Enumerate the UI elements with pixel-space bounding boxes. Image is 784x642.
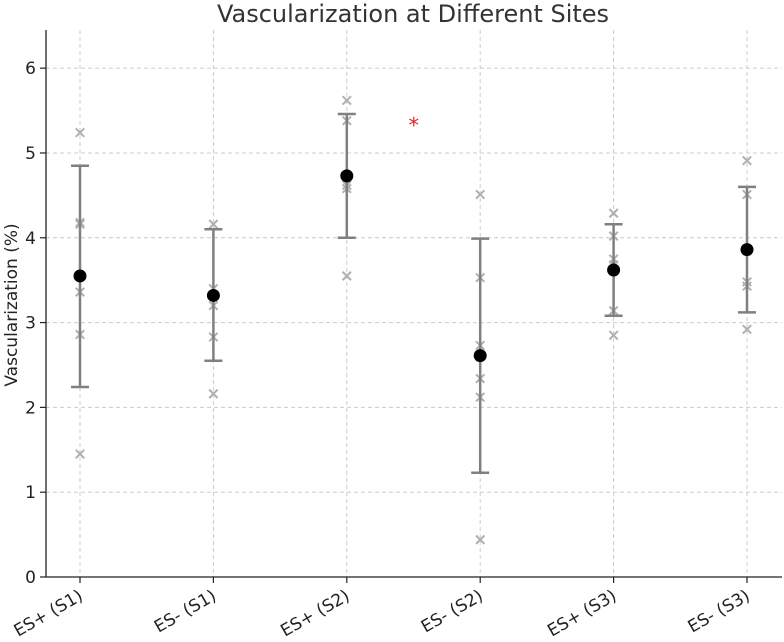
y-tick-label: 2 <box>25 398 36 418</box>
mean-marker <box>473 349 487 363</box>
y-tick-label: 5 <box>25 144 36 164</box>
data-point <box>75 127 85 138</box>
annotations: * <box>409 113 420 137</box>
x-tick-label: ES+ (S3) <box>544 586 620 641</box>
mean-marker <box>607 263 621 277</box>
chart-title: Vascularization at Different Sites <box>217 0 609 28</box>
grid-lines <box>46 30 782 577</box>
error-bars <box>71 112 756 474</box>
mean-marker <box>73 269 87 283</box>
x-tick-label: ES- (S2) <box>418 586 487 637</box>
y-axis-label: Vascularization (%) <box>2 223 22 386</box>
y-tick-label: 3 <box>25 314 36 334</box>
x-tick-label: ES+ (S1) <box>11 586 87 641</box>
y-tick-label: 1 <box>25 483 36 503</box>
data-point <box>475 534 486 545</box>
significance-asterisk: * <box>409 113 420 137</box>
y-tick-label: 6 <box>25 59 36 79</box>
data-point <box>341 95 352 106</box>
x-tick-label: ES- (S3) <box>685 586 754 637</box>
y-tick-label: 0 <box>25 568 36 588</box>
data-point <box>341 271 352 281</box>
data-point <box>742 155 752 166</box>
mean-marker <box>340 169 354 183</box>
data-point <box>608 330 619 341</box>
mean-markers <box>73 169 754 363</box>
axes: 0 1 2 3 4 5 6 ES+ (S1) ES- (S1) ES+ (S2) ES- (S2) E… <box>11 30 782 641</box>
x-tick-label: ES+ (S2) <box>277 586 353 641</box>
mean-marker <box>206 288 220 302</box>
data-point <box>75 449 85 459</box>
mean-marker <box>740 243 754 257</box>
data-point <box>742 324 752 335</box>
data-point <box>475 189 486 200</box>
x-tick-label: ES- (S1) <box>151 586 220 637</box>
data-point <box>208 388 219 399</box>
data-point <box>608 208 619 219</box>
raw-points <box>75 95 752 545</box>
y-tick-label: 4 <box>25 229 36 249</box>
data-point <box>208 219 219 230</box>
